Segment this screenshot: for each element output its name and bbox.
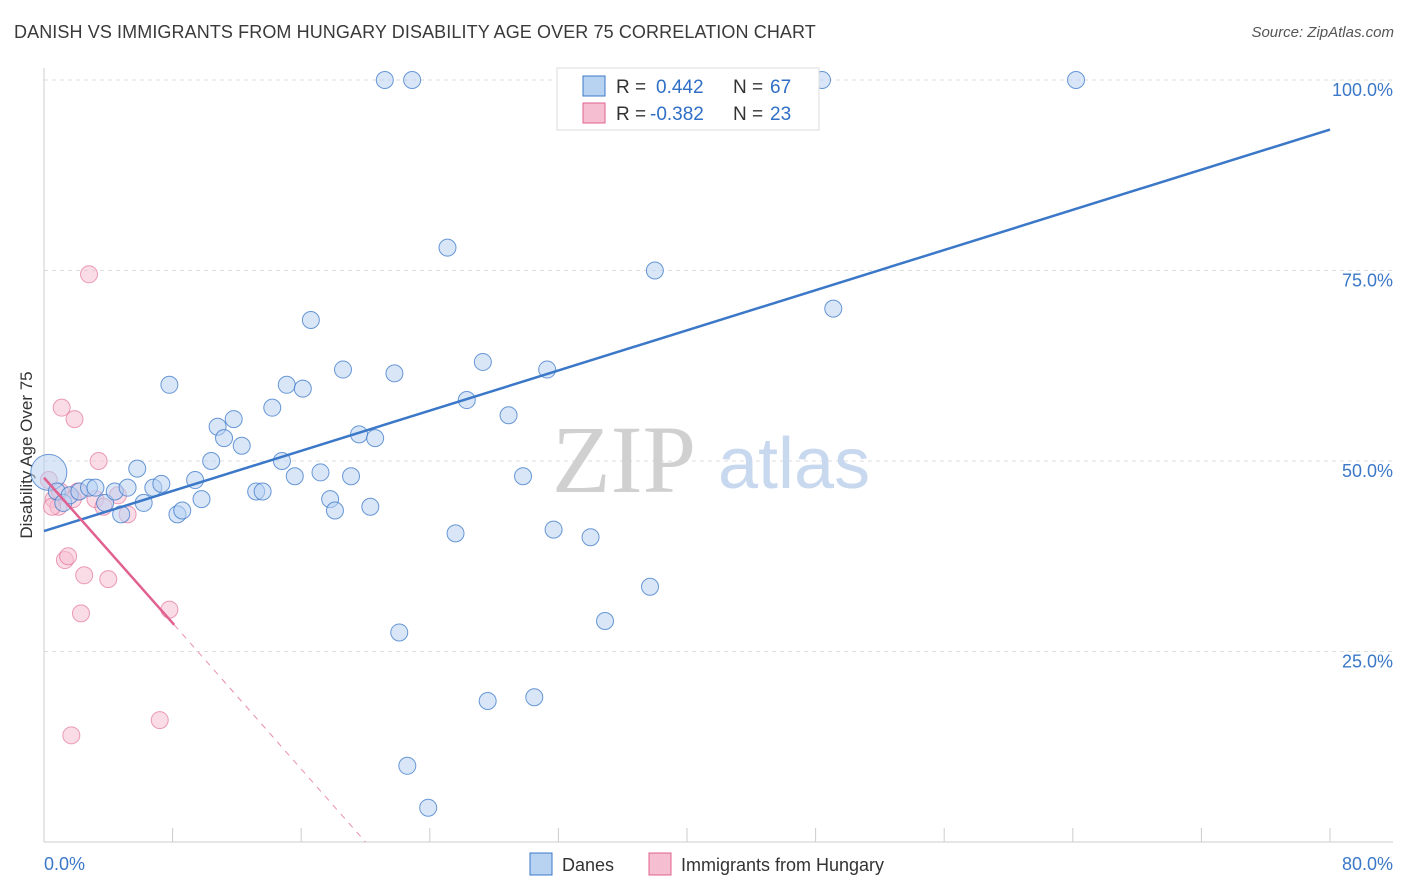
hungary-trend-extension (173, 624, 366, 843)
danes-point-42 (385, 364, 404, 383)
hungary-point-5 (59, 547, 78, 566)
hungary-point-6 (62, 726, 81, 745)
hungary-point-10 (75, 566, 94, 585)
hungary-point-19 (160, 600, 179, 619)
y-tick-label-75: 75.0% (1342, 271, 1393, 291)
danes-point-44 (398, 756, 417, 775)
danes-point-20 (202, 452, 221, 470)
hungary-point-13 (89, 452, 108, 470)
legend-n-value-hungary: 23 (770, 104, 791, 125)
danes-point-37 (342, 467, 361, 486)
bottom-legend-label-hungary: Immigrants from Hungary (681, 855, 884, 875)
danes-point-65 (1067, 71, 1086, 89)
hungary-point-9 (71, 604, 90, 623)
danes-point-14 (152, 474, 171, 493)
hungary-point-18 (150, 711, 169, 730)
danes-point-50 (473, 352, 492, 371)
danes-point-26 (253, 482, 272, 501)
legend-r-value-danes: 0.442 (656, 77, 704, 98)
danes-point-27 (263, 398, 282, 417)
danes-point-11 (128, 459, 147, 478)
danes-point-29 (277, 375, 296, 394)
danes-point-19 (192, 490, 211, 509)
danes-point-40 (366, 429, 385, 448)
legend-n-label-danes: N = (733, 77, 763, 98)
danes-point-54 (525, 688, 544, 707)
danes-point-57 (581, 528, 600, 547)
legend-n-label-hungary: N = (733, 104, 763, 125)
bottom-legend-swatch-hungary (648, 852, 672, 876)
hungary-point-15 (99, 570, 118, 589)
danes-point-59 (641, 577, 660, 596)
danes-point-36 (333, 360, 352, 379)
danes-point-31 (293, 379, 312, 398)
y-tick-label-100: 100.0% (1332, 80, 1393, 100)
danes-point-33 (311, 463, 330, 482)
hungary-trend-line (43, 476, 176, 626)
danes-point-48 (446, 524, 465, 543)
bottom-legend-swatch-danes (529, 852, 553, 876)
danes-point-22 (215, 429, 234, 448)
bottom-legend-label-danes: Danes (562, 855, 614, 875)
danes-point-32 (301, 311, 320, 330)
danes-point-47 (438, 238, 457, 257)
hungary-point-3 (52, 398, 71, 417)
hungary-point-7 (65, 410, 84, 429)
source-label: Source: ZipAtlas.com (1251, 24, 1394, 41)
legend-n-value-danes: 67 (770, 77, 791, 98)
series-legend: Danes Immigrants from Hungary (529, 852, 884, 876)
danes-point-51 (478, 692, 497, 711)
y-axis-label: Disability Age Over 75 (17, 371, 36, 538)
legend-r-label-danes: R = (616, 77, 646, 98)
danes-point-15 (160, 375, 179, 394)
stats-legend: R = 0.442 N = 67 R = -0.382 N = 23 (556, 67, 820, 131)
danes-point-6 (86, 478, 105, 497)
y-tick-label-50: 50.0% (1342, 461, 1393, 481)
x-tick-label-min: 0.0% (44, 854, 85, 874)
danes-point-53 (514, 467, 533, 486)
danes-point-45 (403, 71, 422, 89)
danes-point-39 (361, 497, 380, 516)
danes-point-46 (419, 798, 438, 817)
y-tick-label-25: 25.0% (1342, 652, 1393, 672)
danes-point-35 (325, 501, 344, 520)
legend-swatch-hungary (582, 102, 606, 124)
series-danes-points (30, 71, 1086, 817)
y-tick-labels: 25.0% 50.0% 75.0% 100.0% (1332, 80, 1393, 672)
danes-point-64 (824, 299, 843, 318)
x-tick-label-max: 80.0% (1342, 854, 1393, 874)
hungary-point-11 (80, 265, 99, 284)
watermark-zip: ZIP (552, 406, 696, 513)
danes-point-17 (173, 501, 192, 520)
danes-point-24 (232, 436, 251, 455)
trend-lines (43, 128, 1331, 843)
danes-trend-line (43, 128, 1331, 533)
danes-point-41 (375, 71, 394, 89)
x-ticks (172, 828, 1331, 842)
danes-point-56 (544, 520, 563, 539)
danes-point-58 (596, 612, 615, 631)
danes-point-30 (285, 467, 304, 486)
danes-point-43 (390, 623, 409, 642)
danes-point-52 (499, 406, 518, 425)
legend-r-label-hungary: R = (616, 104, 646, 125)
chart-title: DANISH VS IMMIGRANTS FROM HUNGARY DISABI… (14, 22, 816, 42)
legend-swatch-danes (582, 75, 606, 97)
gridlines (44, 79, 1393, 652)
danes-point-23 (224, 410, 243, 429)
watermark-atlas: atlas (718, 424, 870, 504)
legend-r-value-hungary: -0.382 (650, 104, 704, 125)
danes-point-60 (645, 261, 664, 280)
danes-point-10 (118, 478, 137, 497)
